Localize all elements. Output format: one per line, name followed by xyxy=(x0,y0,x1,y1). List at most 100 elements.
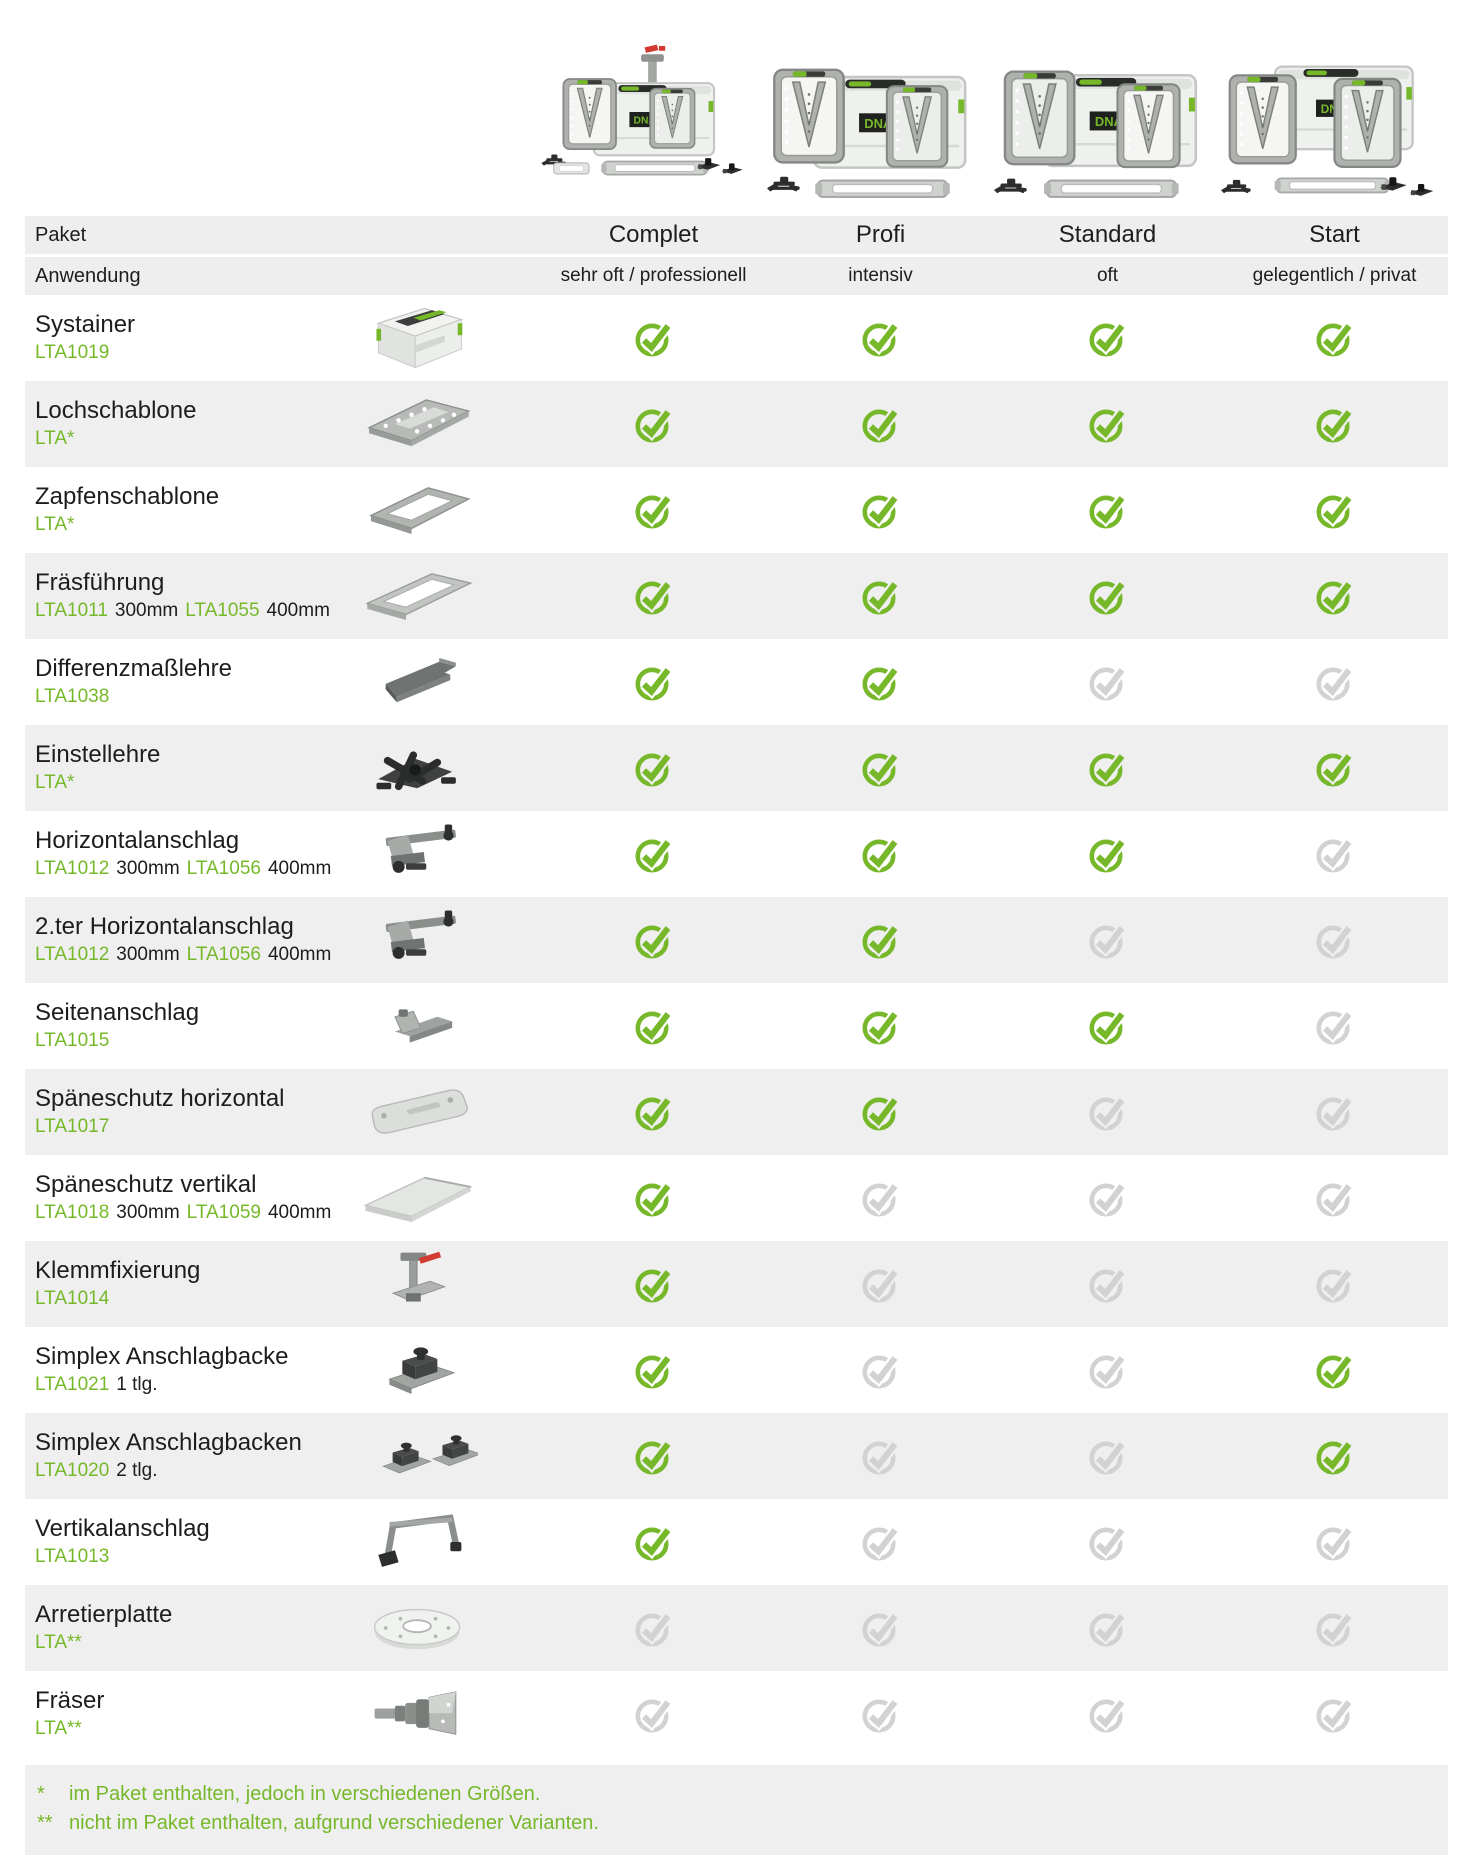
product-name: Fräsführung xyxy=(35,569,165,597)
product-label: Simplex Anschlagbacke LTA1021 1 tlg. xyxy=(25,1343,340,1396)
usage-start: gelegentlich / privat xyxy=(1252,265,1417,286)
product-code-number: LTA1017 xyxy=(35,1115,110,1137)
product-thumbnail xyxy=(340,1418,540,1494)
check-included-icon xyxy=(767,746,994,790)
check-included-icon xyxy=(1221,488,1448,532)
check-included-icon xyxy=(767,918,994,962)
product-thumbnail xyxy=(340,386,540,462)
product-thumbnail xyxy=(340,1676,540,1752)
product-thumbnail xyxy=(340,558,540,634)
table-row: Vertikalanschlag LTA1013 xyxy=(25,1499,1448,1585)
product-code-number: LTA1012 xyxy=(35,943,110,965)
product-code-number: LTA* xyxy=(35,513,75,535)
check-excluded-icon xyxy=(1221,1090,1448,1134)
check-included-icon xyxy=(540,574,767,618)
product-label: Simplex Anschlagbacken LTA1020 2 tlg. xyxy=(25,1429,340,1481)
check-included-icon xyxy=(1221,1348,1448,1392)
check-included-icon xyxy=(1221,746,1448,790)
check-excluded-icon xyxy=(994,1348,1221,1392)
product-label: Späneschutz vertikal LTA1018 300mm LTA1059… xyxy=(25,1171,340,1224)
product-code-size: 400mm xyxy=(266,599,330,621)
product-label: Späneschutz horizontal LTA1017 xyxy=(25,1085,340,1138)
product-label: 2.ter Horizontalanschlag LTA1012 300mm LTA… xyxy=(25,913,340,966)
check-included-icon xyxy=(540,1090,767,1134)
product-code-number: LTA1038 xyxy=(35,685,110,707)
product-label: Klemmfixierung LTA1014 xyxy=(25,1257,340,1309)
product-code-number: LTA1013 xyxy=(35,1545,110,1567)
product-code: LTA* xyxy=(35,514,340,536)
product-label: Arretierplatte LTA** xyxy=(25,1601,340,1653)
svg-text:DNA: DNA xyxy=(1095,114,1123,129)
check-excluded-icon xyxy=(1221,1692,1448,1736)
product-code-number: LTA1056 xyxy=(186,857,261,879)
product-code: LTA1019 xyxy=(35,342,340,364)
product-thumbnail xyxy=(340,988,540,1064)
package-name-complet: Complet xyxy=(608,221,699,248)
table-row: Fräser LTA** xyxy=(25,1671,1448,1757)
product-label: Fräsführung LTA1011 300mm LTA1055 400mm xyxy=(25,569,340,622)
table-row: Späneschutz vertikal LTA1018 300mm LTA1059… xyxy=(25,1155,1448,1241)
check-included-icon xyxy=(994,832,1221,876)
check-excluded-icon xyxy=(994,918,1221,962)
check-included-icon xyxy=(1221,1434,1448,1478)
product-code-size: 300mm xyxy=(116,1201,180,1223)
product-code: LTA1011 300mm LTA1055 400mm xyxy=(35,600,340,622)
check-excluded-icon xyxy=(1221,1606,1448,1650)
product-code: LTA1017 xyxy=(35,1116,340,1138)
product-label: Differenzmaßlehre LTA1038 xyxy=(25,655,340,707)
check-included-icon xyxy=(1221,402,1448,446)
table-row: 2.ter Horizontalanschlag LTA1012 300mm LTA… xyxy=(25,897,1448,983)
svg-text:DNA: DNA xyxy=(864,116,892,131)
check-included-icon xyxy=(540,1262,767,1306)
check-included-icon xyxy=(994,488,1221,532)
check-included-icon xyxy=(540,1348,767,1392)
product-code-number: LTA1020 xyxy=(35,1459,110,1481)
product-code: LTA1012 300mm LTA1056 400mm xyxy=(35,944,340,966)
product-name: Differenzmaßlehre xyxy=(35,655,232,683)
footnote-line: * im Paket enthalten, jedoch in verschie… xyxy=(37,1780,1448,1809)
product-code-number: LTA** xyxy=(35,1631,82,1653)
check-included-icon xyxy=(767,1004,994,1048)
product-code: LTA** xyxy=(35,1718,340,1740)
product-code-size: 400mm xyxy=(267,943,332,965)
package-name-start: Start xyxy=(1309,221,1360,248)
product-code-size: 300mm xyxy=(114,599,179,621)
product-code-size: 400mm xyxy=(267,1201,332,1223)
usage-standard: oft xyxy=(1096,265,1119,286)
anwendung-header-row: Anwendung sehr oft / professionell inten… xyxy=(25,257,1448,295)
check-included-icon xyxy=(1221,574,1448,618)
svg-text:DNA: DNA xyxy=(634,116,657,127)
table-row: Lochschablone LTA* xyxy=(25,381,1448,467)
check-excluded-icon xyxy=(994,1434,1221,1478)
product-label: Fräser LTA** xyxy=(25,1687,340,1740)
product-code: LTA1018 300mm LTA1059 400mm xyxy=(35,1202,340,1224)
check-included-icon xyxy=(540,402,767,446)
product-name: Systainer xyxy=(35,311,136,339)
check-included-icon xyxy=(767,316,994,360)
footnote-text: im Paket enthalten, jedoch in verschiede… xyxy=(69,1783,541,1805)
product-label: Seitenanschlag LTA1015 xyxy=(25,999,340,1051)
product-code: LTA1021 1 tlg. xyxy=(35,1374,340,1396)
usage-profi: intensiv xyxy=(848,265,913,286)
product-thumbnail xyxy=(340,730,540,806)
footnote-marker: * xyxy=(37,1783,45,1805)
product-name: Horizontalanschlag xyxy=(35,827,240,855)
product-name: Späneschutz vertikal xyxy=(35,1171,257,1199)
check-excluded-icon xyxy=(994,1606,1221,1650)
product-name: Vertikalanschlag xyxy=(35,1515,210,1543)
table-row: Einstellehre LTA* xyxy=(25,725,1448,811)
product-code-number: LTA** xyxy=(35,1717,82,1739)
product-name: Lochschablone xyxy=(35,397,197,425)
check-included-icon xyxy=(994,574,1221,618)
product-code-number: LTA1014 xyxy=(35,1287,110,1309)
product-name: Seitenanschlag xyxy=(35,999,200,1027)
check-included-icon xyxy=(540,1520,767,1564)
check-included-icon xyxy=(767,488,994,532)
product-label: Systainer LTA1019 xyxy=(25,311,340,364)
table-row: Seitenanschlag LTA1015 xyxy=(25,983,1448,1069)
check-included-icon xyxy=(994,402,1221,446)
check-excluded-icon xyxy=(767,1434,994,1478)
table-row: Zapfenschablone LTA* xyxy=(25,467,1448,553)
product-thumbnail xyxy=(340,1246,540,1322)
product-thumbnail xyxy=(340,1504,540,1580)
